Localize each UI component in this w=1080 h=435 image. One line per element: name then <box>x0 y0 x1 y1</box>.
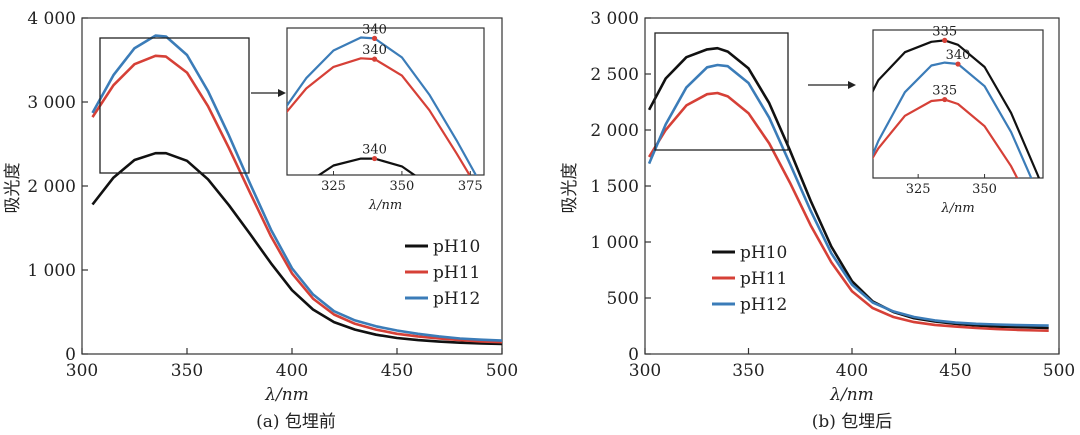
legend-a-label-3: pH12 <box>433 289 480 309</box>
panel-b-xtick-label: 300 <box>629 361 661 381</box>
panel-a-inset-xlabel: λ/nm <box>368 198 402 213</box>
panel-b-peak-label: 335 <box>932 84 957 99</box>
panel-b-peak-marker <box>942 37 948 43</box>
panel-a-arrow-head <box>278 89 286 97</box>
panel-b-inset-xtick-label: 325 <box>906 182 931 197</box>
panel-a-inset-xtick-label: 375 <box>458 179 483 194</box>
panel-a-peak-marker <box>371 155 378 162</box>
panel-b-ytick-label: 500 <box>607 289 639 309</box>
panel-b-inset-series-pH11 <box>873 98 1019 178</box>
panel-b-arrow-head <box>848 81 856 89</box>
panel-b-peak-marker <box>942 96 948 103</box>
panel-a-legend: pH10 pH11 pH12 <box>405 237 480 309</box>
legend-a-label-2: pH11 <box>433 263 480 283</box>
panel-a-series-pH11 <box>91 54 503 344</box>
legend-b-label-2: pH11 <box>740 269 787 289</box>
panel-b-ytick-label: 0 <box>628 345 639 365</box>
panel-a: 300 350 400 450 500 0 1 000 2 000 3 000 4 000 325… <box>3 9 518 432</box>
panel-b-inset-series-pH12 <box>873 61 1033 178</box>
panel-b-legend: pH10 pH11 pH12 <box>712 243 787 315</box>
panel-b-xtick-label: 350 <box>732 361 764 381</box>
panel-a-ytick-label: 3 000 <box>27 93 76 113</box>
panel-a-caption: (a) 包埋前 <box>256 412 336 432</box>
panel-a-series-pH10 <box>91 151 503 346</box>
panel-a-ytick-label: 4 000 <box>27 9 76 29</box>
panel-a-peak-label: 340 <box>362 43 387 58</box>
panel-a-inset-series-pH11 <box>287 57 471 175</box>
panel-a-inset-frame <box>286 27 485 176</box>
panel-b-caption: (b) 包埋后 <box>812 412 893 432</box>
panel-a-series-pH12 <box>91 34 503 342</box>
legend-b-label-3: pH12 <box>740 295 787 315</box>
panel-b-xtick-label: 450 <box>939 361 971 381</box>
panel-a-xtick-label: 400 <box>276 361 308 381</box>
panel-a-inset-xtick-label: 350 <box>390 179 415 194</box>
panel-b-peak-label: 340 <box>946 48 971 63</box>
panel-b: 300 350 400 450 500 0 500 1 000 1 500 2 000 2 500 3… <box>560 9 1075 432</box>
panel-a-xtick-label: 350 <box>171 361 203 381</box>
panel-a-zoom-box <box>99 37 250 174</box>
panel-b-ytick-label: 1 500 <box>590 177 639 197</box>
panel-b-peak-label: 335 <box>932 24 957 39</box>
panel-a-peak-marker <box>371 56 378 62</box>
panel-b-series-pH10 <box>647 46 1049 330</box>
panel-b-ytick-label: 2 500 <box>590 65 639 85</box>
panel-b-peak-marker <box>955 61 961 67</box>
legend-b-label-1: pH10 <box>740 243 787 263</box>
panel-b-inset-xtick-label: 350 <box>972 182 997 197</box>
panel-b-series-pH12 <box>647 63 1049 327</box>
panel-a-xtick-label: 300 <box>66 361 98 381</box>
panel-b-series-pH11 <box>647 91 1049 332</box>
panel-a-ylabel: 吸光度 <box>3 163 23 214</box>
panel-a-peak-label: 340 <box>362 22 387 37</box>
panel-a-ytick-label: 0 <box>65 345 76 365</box>
panel-b-inset-series-pH10 <box>873 39 1041 178</box>
panel-b-xtick-label: 400 <box>836 361 868 381</box>
legend-a-label-1: pH10 <box>433 237 480 257</box>
panel-a-xlabel: λ/nm <box>264 385 309 405</box>
panel-a-ytick-label: 1 000 <box>27 261 76 281</box>
panel-b-ylabel: 吸光度 <box>560 163 580 214</box>
panel-b-ytick-label: 1 000 <box>590 233 639 253</box>
panel-b-inset-xlabel: λ/nm <box>940 201 974 216</box>
panel-a-xtick-label: 500 <box>486 361 518 381</box>
panel-a-inset-series-pH10 <box>317 157 417 175</box>
panel-a-ytick-label: 2 000 <box>27 177 76 197</box>
panel-a-inset-xtick-label: 325 <box>321 179 346 194</box>
panel-b-ytick-label: 2 000 <box>590 121 639 141</box>
panel-a-xtick-label: 450 <box>381 361 413 381</box>
panel-a-peak-marker <box>371 35 378 41</box>
panel-b-xlabel: λ/nm <box>829 385 874 405</box>
panel-b-xtick-label: 500 <box>1043 361 1075 381</box>
panel-a-peak-label: 340 <box>362 143 387 158</box>
panel-a-inset-series-pH12 <box>287 36 478 175</box>
panel-b-ytick-label: 3 000 <box>590 9 639 29</box>
panel-b-zoom-box <box>654 32 789 151</box>
